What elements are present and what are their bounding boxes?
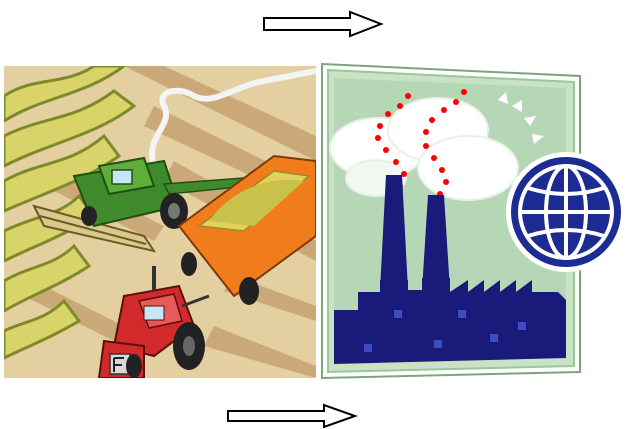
sun-rays <box>498 92 544 144</box>
crop-rows <box>4 66 137 360</box>
smoke-dots <box>375 89 467 221</box>
combine-harvester <box>32 156 270 253</box>
agriculture-illustration <box>4 66 316 378</box>
industry-illustration <box>321 62 626 380</box>
exhaust-smoke <box>149 68 316 169</box>
grain-trailer <box>177 154 316 305</box>
tractor <box>97 266 210 378</box>
globe-icon <box>506 152 626 272</box>
right-arrow-icon <box>263 10 384 38</box>
right-arrow-icon <box>227 403 358 429</box>
smoke-clouds <box>329 97 519 201</box>
factory <box>334 175 566 364</box>
